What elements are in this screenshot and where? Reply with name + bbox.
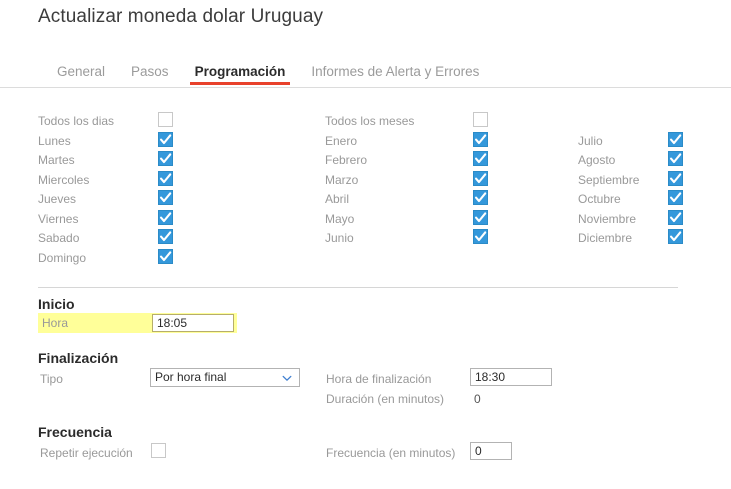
checkbox-row-enero: Enero — [325, 131, 495, 152]
checkbox-label: Domingo — [38, 250, 87, 265]
checkbox-todos-los-meses[interactable] — [473, 112, 488, 127]
checkbox-row-septiembre: Septiembre — [578, 170, 688, 191]
checkbox-row-jueves: Jueves — [38, 190, 178, 210]
checkbox-abril[interactable] — [473, 190, 488, 205]
checkbox-label: Septiembre — [578, 172, 640, 187]
checkbox-junio[interactable] — [473, 229, 488, 244]
checkbox-viernes[interactable] — [158, 209, 173, 225]
duracion-label: Duración (en minutos) — [326, 392, 445, 406]
section-title-frecuencia: Frecuencia — [38, 424, 112, 440]
checkbox-row-todos-los-meses: Todos los meses — [325, 112, 495, 132]
checkbox-febrero[interactable] — [473, 151, 488, 166]
checkbox-label: Noviembre — [578, 211, 637, 226]
checkbox-row-mayo: Mayo — [325, 209, 495, 230]
hora-label: Hora — [42, 316, 69, 330]
checkbox-row-abril: Abril — [325, 190, 495, 210]
checkbox-row-marzo: Marzo — [325, 170, 495, 191]
checkbox-label: Sabado — [38, 231, 80, 245]
tab-programacion[interactable]: Programación — [182, 60, 299, 85]
checkbox-row-diciembre: Diciembre — [578, 229, 688, 249]
checkbox-octubre[interactable] — [668, 190, 683, 205]
checkbox-label: Jueves — [38, 192, 77, 206]
checkbox-row-sabado: Sabado — [38, 229, 178, 249]
checkbox-label: Abril — [325, 192, 350, 206]
checkbox-noviembre[interactable] — [668, 209, 683, 225]
checkbox-label: Mayo — [325, 211, 355, 226]
months-column-first-half: Todos los meses Enero Febrero Marzo Abri… — [325, 112, 495, 249]
checkbox-jueves[interactable] — [158, 190, 173, 205]
checkbox-row-lunes: Lunes — [38, 131, 178, 152]
checkbox-mayo[interactable] — [473, 209, 488, 225]
checkbox-label: Agosto — [578, 153, 616, 167]
tab-strip: General Pasos Programación Informes de A… — [44, 60, 492, 88]
checkbox-label: Octubre — [578, 192, 621, 206]
checkbox-domingo[interactable] — [158, 248, 173, 264]
checkbox-agosto[interactable] — [668, 151, 683, 166]
tipo-select-value: Por hora final — [155, 370, 227, 384]
hora-finalizacion-input[interactable] — [470, 368, 552, 386]
hora-finalizacion-label: Hora de finalización — [326, 372, 432, 386]
chevron-down-icon — [282, 375, 292, 381]
checkbox-martes[interactable] — [158, 151, 173, 166]
frecuencia-minutos-label: Frecuencia (en minutos) — [326, 446, 456, 460]
checkbox-label: Todos los meses — [325, 114, 415, 128]
checkbox-row-domingo: Domingo — [38, 248, 178, 269]
checkbox-row-miercoles: Miercoles — [38, 170, 178, 191]
tipo-select[interactable]: Por hora final — [150, 368, 300, 387]
checkbox-label: Febrero — [325, 153, 368, 167]
checkbox-row-octubre: Octubre — [578, 190, 688, 210]
frecuencia-minutos-input[interactable] — [470, 442, 512, 460]
checkbox-label: Lunes — [38, 133, 71, 148]
checkbox-row-noviembre: Noviembre — [578, 209, 688, 230]
months-column-second-half: Julio Agosto Septiembre Octubre Noviembr… — [578, 131, 688, 249]
checkbox-row-agosto: Agosto — [578, 151, 688, 171]
checkbox-label: Miercoles — [38, 172, 90, 187]
section-title-finalizacion: Finalización — [38, 350, 119, 366]
checkbox-label: Diciembre — [578, 231, 633, 245]
checkbox-label: Enero — [325, 133, 358, 148]
checkbox-diciembre[interactable] — [668, 229, 683, 244]
checkbox-row-martes: Martes — [38, 151, 178, 171]
checkbox-row-julio: Julio — [578, 131, 688, 152]
checkbox-label: Junio — [325, 231, 354, 245]
checkbox-row-junio: Junio — [325, 229, 495, 249]
checkbox-julio[interactable] — [668, 131, 683, 147]
hora-input[interactable] — [152, 314, 234, 332]
page-title: Actualizar moneda dolar Uruguay — [38, 6, 324, 27]
duracion-value: 0 — [474, 392, 481, 406]
checkbox-row-viernes: Viernes — [38, 209, 178, 230]
checkbox-sabado[interactable] — [158, 229, 173, 244]
checkbox-label: Viernes — [38, 211, 79, 226]
days-column: Todos los dias Lunes Martes Miercoles Ju… — [38, 112, 178, 268]
checkbox-miercoles[interactable] — [158, 170, 173, 186]
tab-pasos[interactable]: Pasos — [131, 64, 169, 79]
tab-informes[interactable]: Informes de Alerta y Errores — [311, 64, 480, 79]
repetir-ejecucion-label: Repetir ejecución — [40, 446, 133, 460]
checkbox-marzo[interactable] — [473, 170, 488, 186]
checkbox-label: Martes — [38, 153, 75, 167]
checkbox-septiembre[interactable] — [668, 170, 683, 186]
checkbox-todos-los-dias[interactable] — [158, 112, 173, 127]
section-divider — [38, 287, 678, 288]
checkbox-row-todos-los-dias: Todos los dias — [38, 112, 178, 132]
checkbox-label: Todos los dias — [38, 114, 115, 128]
checkbox-repetir-ejecucion[interactable] — [151, 443, 166, 458]
checkbox-enero[interactable] — [473, 131, 488, 147]
tipo-label: Tipo — [40, 372, 63, 386]
tab-general[interactable]: General — [57, 64, 106, 79]
schedule-checkbox-region: Todos los dias Lunes Martes Miercoles Ju… — [0, 112, 731, 272]
checkbox-row-febrero: Febrero — [325, 151, 495, 171]
section-title-inicio: Inicio — [38, 296, 75, 312]
checkbox-label: Julio — [578, 133, 603, 148]
checkbox-label: Marzo — [325, 172, 359, 187]
tab-bar: General Pasos Programación Informes de A… — [0, 60, 731, 88]
checkbox-lunes[interactable] — [158, 131, 173, 147]
